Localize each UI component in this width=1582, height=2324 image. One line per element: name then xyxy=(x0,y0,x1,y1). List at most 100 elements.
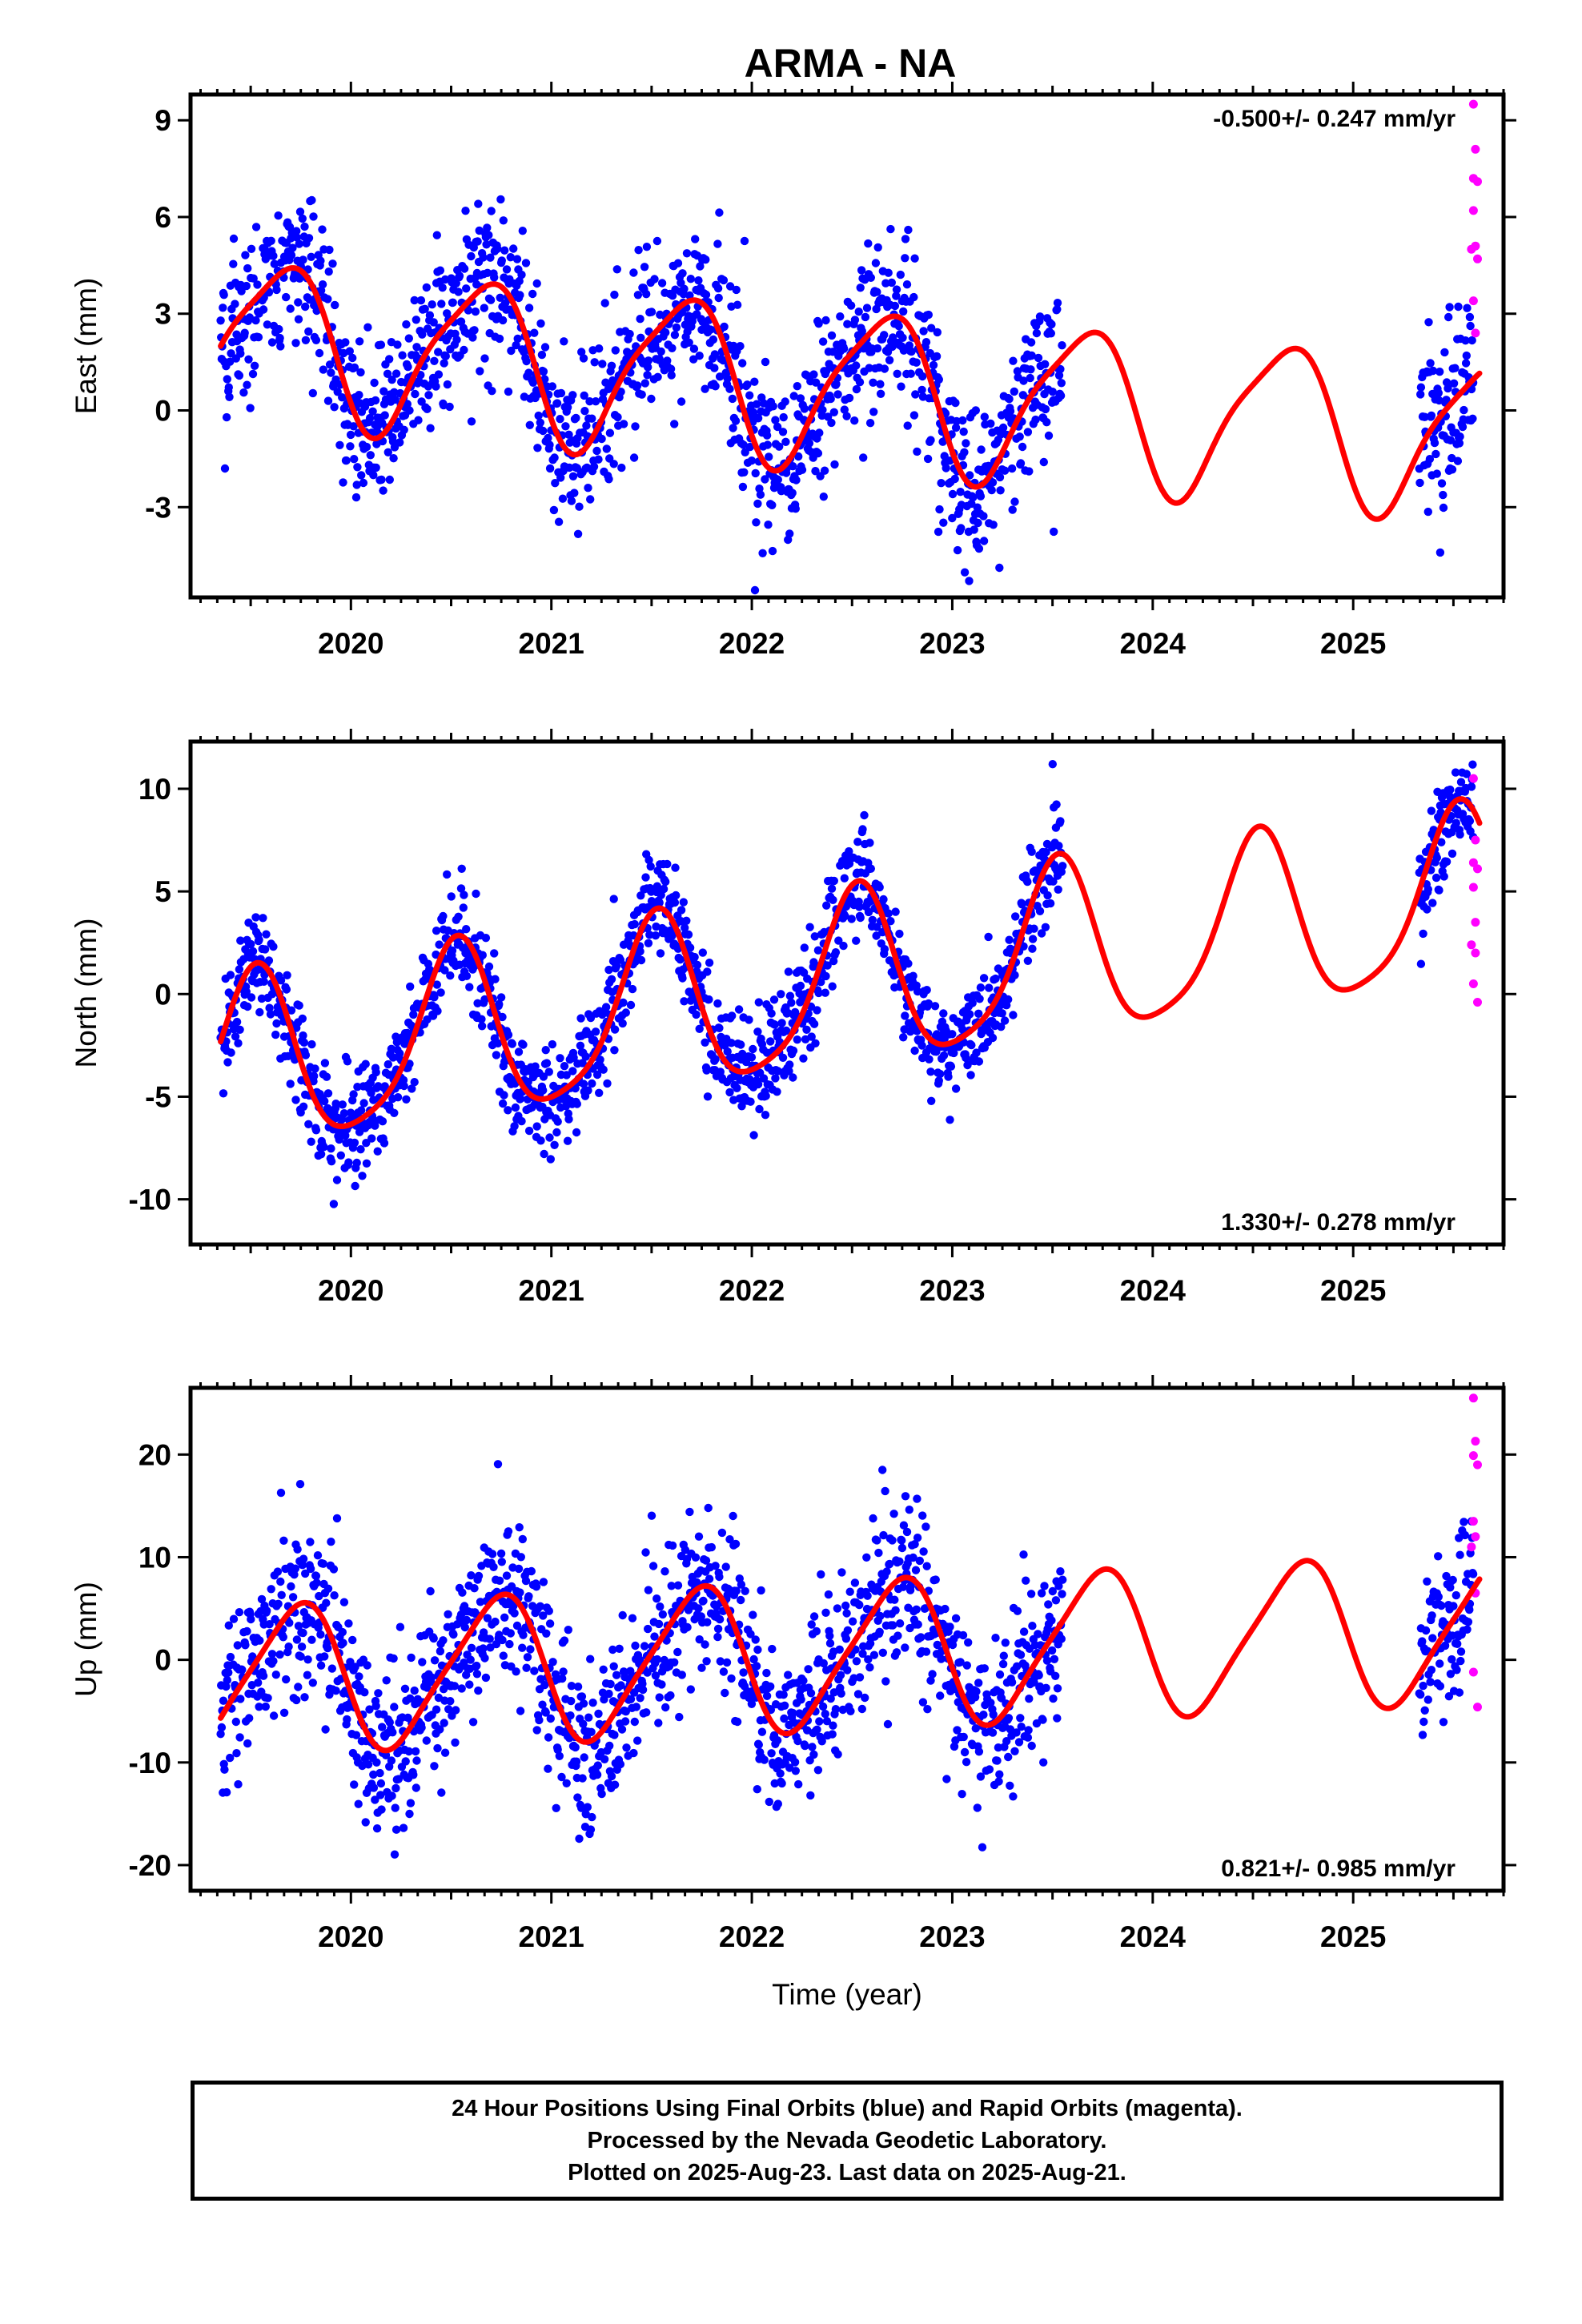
final-orbit-point xyxy=(818,405,827,415)
final-orbit-point xyxy=(1452,1590,1461,1600)
final-orbit-point xyxy=(618,1610,627,1620)
final-orbit-point xyxy=(422,1736,431,1745)
final-orbit-point xyxy=(829,895,837,905)
final-orbit-point xyxy=(616,955,625,964)
final-orbit-point xyxy=(295,1001,303,1010)
final-orbit-point xyxy=(887,278,897,287)
final-orbit-point xyxy=(498,316,508,325)
final-orbit-point xyxy=(979,512,988,521)
final-orbit-point xyxy=(638,1685,648,1695)
final-orbit-point xyxy=(813,946,823,955)
final-orbit-point xyxy=(406,1694,415,1703)
final-orbit-point xyxy=(346,442,355,451)
final-orbit-point xyxy=(702,1066,711,1075)
final-orbit-point xyxy=(270,259,279,268)
final-orbit-point xyxy=(904,225,913,235)
final-orbit-point xyxy=(378,1723,387,1731)
final-orbit-point xyxy=(1421,1626,1431,1635)
final-orbit-point xyxy=(1026,373,1034,383)
final-orbit-point xyxy=(840,405,849,414)
final-orbit-point xyxy=(556,415,564,424)
final-orbit-point xyxy=(456,884,466,893)
final-orbit-point xyxy=(597,1789,606,1799)
final-orbit-point xyxy=(332,1176,342,1184)
final-orbit-point xyxy=(741,1586,749,1596)
final-orbit-point xyxy=(656,949,665,958)
final-orbit-point xyxy=(523,1653,532,1662)
final-orbit-point xyxy=(784,967,793,976)
final-orbit-point xyxy=(691,235,700,243)
final-orbit-point xyxy=(731,1539,741,1549)
final-orbit-point xyxy=(646,862,655,871)
final-orbit-point xyxy=(719,1667,729,1676)
final-orbit-point xyxy=(248,947,258,956)
final-orbit-point xyxy=(251,316,260,325)
final-orbit-point xyxy=(385,1718,394,1727)
rapid-orbit-point xyxy=(1468,206,1478,215)
final-orbit-point xyxy=(1004,1752,1013,1762)
final-orbit-point xyxy=(756,490,765,499)
final-orbit-point xyxy=(974,1057,984,1066)
final-orbit-point xyxy=(546,1155,555,1164)
final-orbit-point xyxy=(549,505,559,515)
final-orbit-point xyxy=(247,939,255,949)
final-orbit-point xyxy=(891,907,900,916)
final-orbit-point xyxy=(932,1047,941,1056)
final-orbit-point xyxy=(813,1006,821,1015)
final-orbit-point xyxy=(522,356,531,366)
final-orbit-point xyxy=(361,1059,370,1068)
plot-area xyxy=(216,1393,1483,1859)
final-orbit-point xyxy=(694,276,703,285)
final-orbit-point xyxy=(846,301,856,310)
final-orbit-point xyxy=(979,974,989,983)
final-orbit-point xyxy=(592,1770,602,1779)
final-orbit-point xyxy=(470,326,479,335)
final-orbit-point xyxy=(321,1725,330,1734)
final-orbit-point xyxy=(962,1758,971,1767)
final-orbit-point xyxy=(323,1104,332,1113)
final-orbit-point xyxy=(751,1635,760,1644)
final-orbit-point xyxy=(444,1705,453,1714)
final-orbit-point xyxy=(907,347,916,356)
final-orbit-point xyxy=(554,517,564,526)
final-orbit-point xyxy=(988,478,998,487)
final-orbit-point xyxy=(781,397,789,406)
final-orbit-point xyxy=(973,503,982,512)
final-orbit-point xyxy=(610,1731,619,1739)
final-orbit-point xyxy=(590,358,599,367)
final-orbit-point xyxy=(750,585,760,595)
final-orbit-point xyxy=(1051,1671,1060,1680)
final-orbit-point xyxy=(1432,853,1442,862)
final-orbit-point xyxy=(998,423,1008,432)
final-orbit-point xyxy=(304,234,314,243)
final-orbit-point xyxy=(667,371,676,380)
final-orbit-point xyxy=(545,1619,555,1628)
final-orbit-point xyxy=(472,1670,482,1679)
final-orbit-point xyxy=(472,889,480,899)
final-orbit-point xyxy=(556,1054,564,1063)
final-orbit-point xyxy=(1427,806,1436,815)
final-orbit-point xyxy=(1049,877,1058,886)
final-orbit-point xyxy=(339,1109,349,1118)
final-orbit-point xyxy=(269,942,278,951)
final-orbit-point xyxy=(498,1635,507,1645)
final-orbit-point xyxy=(860,810,869,820)
final-orbit-point xyxy=(752,400,761,408)
final-orbit-point xyxy=(291,1096,300,1104)
final-orbit-point xyxy=(483,223,492,232)
x-tick-label: 2024 xyxy=(1120,627,1186,660)
final-orbit-point xyxy=(1005,935,1014,944)
final-orbit-point xyxy=(1008,505,1017,514)
final-orbit-point xyxy=(1015,432,1024,441)
final-orbit-point xyxy=(978,1843,987,1852)
final-orbit-point xyxy=(586,1655,595,1663)
final-orbit-point xyxy=(433,1007,442,1015)
final-orbit-point xyxy=(496,293,504,302)
final-orbit-point xyxy=(480,1654,489,1663)
final-orbit-point xyxy=(636,333,645,342)
final-orbit-point xyxy=(259,977,268,987)
final-orbit-point xyxy=(889,1621,897,1630)
rapid-orbit-point xyxy=(1468,296,1478,306)
final-orbit-point xyxy=(272,1019,281,1028)
